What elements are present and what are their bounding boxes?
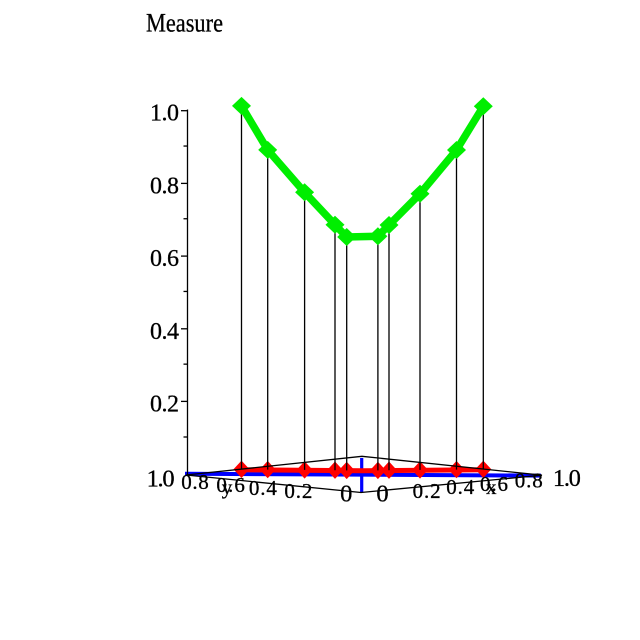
svg-text:x: x [486,475,497,499]
svg-text:1.0: 1.0 [147,465,175,492]
svg-text:0.4: 0.4 [446,475,475,499]
svg-text:0.2: 0.2 [413,479,441,503]
svg-text:0.4: 0.4 [150,319,179,345]
svg-text:0.8: 0.8 [181,470,209,494]
svg-text:0.6: 0.6 [216,473,245,497]
svg-text:0: 0 [340,481,352,508]
svg-text:y: y [222,475,233,499]
svg-text:0.2: 0.2 [284,479,312,503]
svg-text:0.4: 0.4 [249,476,278,500]
svg-text:0.6: 0.6 [480,472,508,496]
svg-text:Measure: Measure [146,8,223,38]
svg-text:1.0: 1.0 [553,465,581,492]
svg-text:0: 0 [376,481,388,508]
svg-text:1.0: 1.0 [150,101,179,127]
svg-text:0.8: 0.8 [515,469,543,493]
svg-text:0.8: 0.8 [150,173,179,199]
svg-text:0.2: 0.2 [150,391,179,417]
svg-text:0.6: 0.6 [150,246,179,272]
